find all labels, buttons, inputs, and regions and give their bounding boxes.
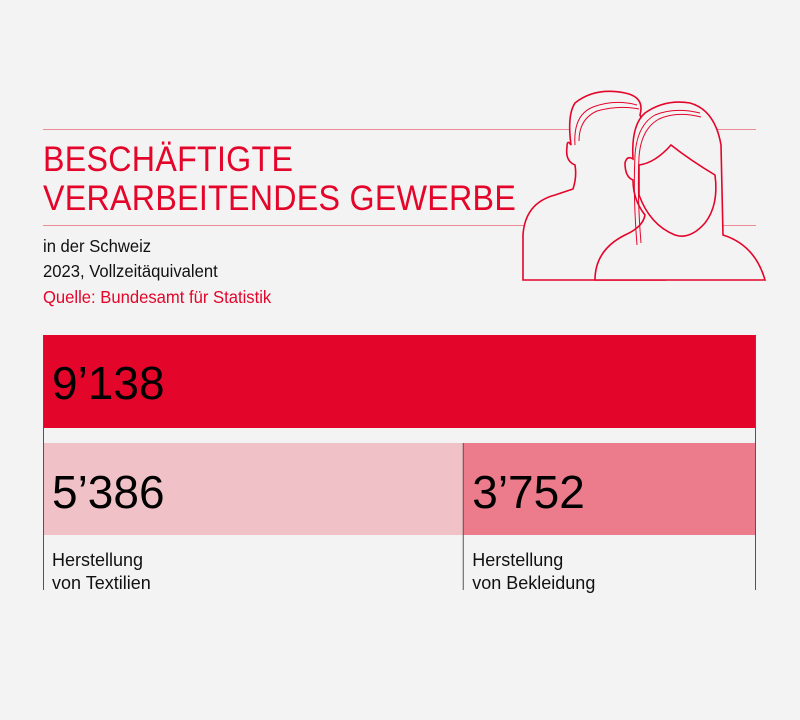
title-rule-top	[43, 129, 756, 130]
title-rule-bottom	[43, 225, 756, 226]
people-icon	[522, 90, 767, 281]
category-label-bekleidung-2: von Bekleidung	[472, 573, 595, 593]
source-note: Quelle: Bundesamt für Statistik	[43, 287, 272, 307]
value-label-textilien: 5’386	[52, 466, 165, 518]
bar-total	[43, 335, 756, 428]
category-label-bekleidung-1: Herstellung	[472, 550, 563, 570]
bar-bekleidung	[463, 443, 756, 535]
category-label-textilien-1: Herstellung	[52, 550, 143, 570]
bar-textilien	[43, 443, 464, 535]
value-label-total: 9’138	[52, 357, 165, 409]
title-line-2: VERARBEITENDES GEWERBE	[43, 179, 517, 218]
subtitle-year-unit: 2023, Vollzeitäquivalent	[43, 261, 218, 281]
chart-title: BESCHÄFTIGTE VERARBEITENDES GEWERBE	[43, 140, 516, 218]
subtitle-region: in der Schweiz	[43, 236, 152, 256]
title-line-1: BESCHÄFTIGTE	[43, 140, 294, 179]
category-label-textilien-2: von Textilien	[52, 573, 151, 593]
value-label-bekleidung: 3’752	[472, 466, 585, 518]
